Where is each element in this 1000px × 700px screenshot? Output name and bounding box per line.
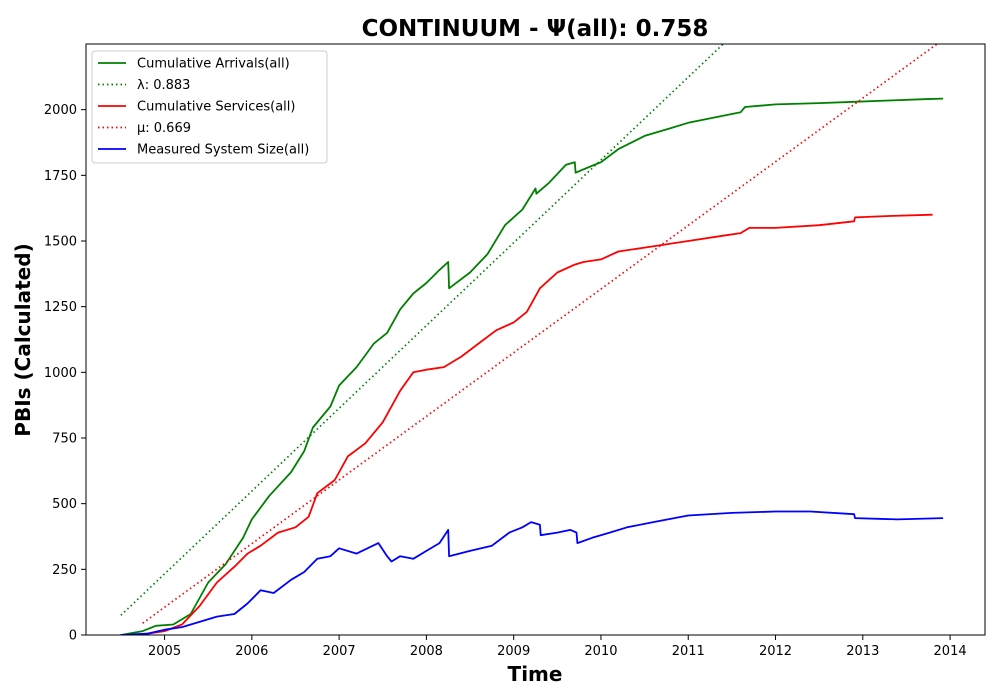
legend: Cumulative Arrivals(all) λ: 0.883 Cumulati… (91, 50, 328, 164)
y-tick-label: 1750 (44, 169, 77, 184)
x-tick-label: 2007 (323, 644, 356, 659)
series-layer (120, 44, 944, 635)
series-line-4 (120, 510, 944, 635)
legend-label-2: Cumulative Services(all) (137, 100, 295, 115)
x-tick-label: 2009 (497, 644, 530, 659)
x-tick-label: 2013 (846, 644, 879, 659)
x-tick-label: 2008 (410, 644, 443, 659)
legend-label-4: Measured System Size(all) (137, 143, 309, 158)
y-axis-label: PBIs (Calculated) (11, 243, 35, 436)
y-tick-label: 500 (52, 497, 77, 512)
series-line-1 (120, 44, 724, 616)
x-axis-label: Time (508, 662, 563, 686)
x-tick-label: 2006 (235, 644, 268, 659)
x-tick-label: 2012 (759, 644, 792, 659)
y-tick-label: 0 (69, 629, 77, 644)
series-line-3 (142, 44, 938, 624)
x-tick-label: 2014 (934, 644, 967, 659)
legend-box (91, 50, 328, 164)
y-tick-label: 1500 (44, 235, 77, 250)
x-tick-label: 2011 (672, 644, 705, 659)
legend-label-3: μ: 0.669 (137, 121, 191, 136)
x-tick-label: 2010 (584, 644, 617, 659)
y-tick-label: 2000 (44, 103, 77, 118)
x-tick-label: 2005 (148, 644, 181, 659)
y-axis: 0 250 500 750 1000 1250 1500 1750 2000 (44, 103, 86, 644)
x-axis: 2005 2006 2007 2008 2009 2010 2011 2012 2013 2014 (148, 635, 967, 659)
chart-title: CONTINUUM - Ψ(all): 0.758 (362, 16, 709, 42)
y-tick-label: 1000 (44, 366, 77, 381)
series-line-2 (129, 213, 933, 635)
legend-label-1: λ: 0.883 (137, 78, 190, 93)
y-tick-label: 1250 (44, 300, 77, 315)
y-tick-label: 250 (52, 563, 77, 578)
y-tick-label: 750 (52, 432, 77, 447)
series-line-0 (120, 97, 944, 635)
plot-area-frame (85, 43, 986, 636)
legend-label-0: Cumulative Arrivals(all) (137, 57, 290, 72)
